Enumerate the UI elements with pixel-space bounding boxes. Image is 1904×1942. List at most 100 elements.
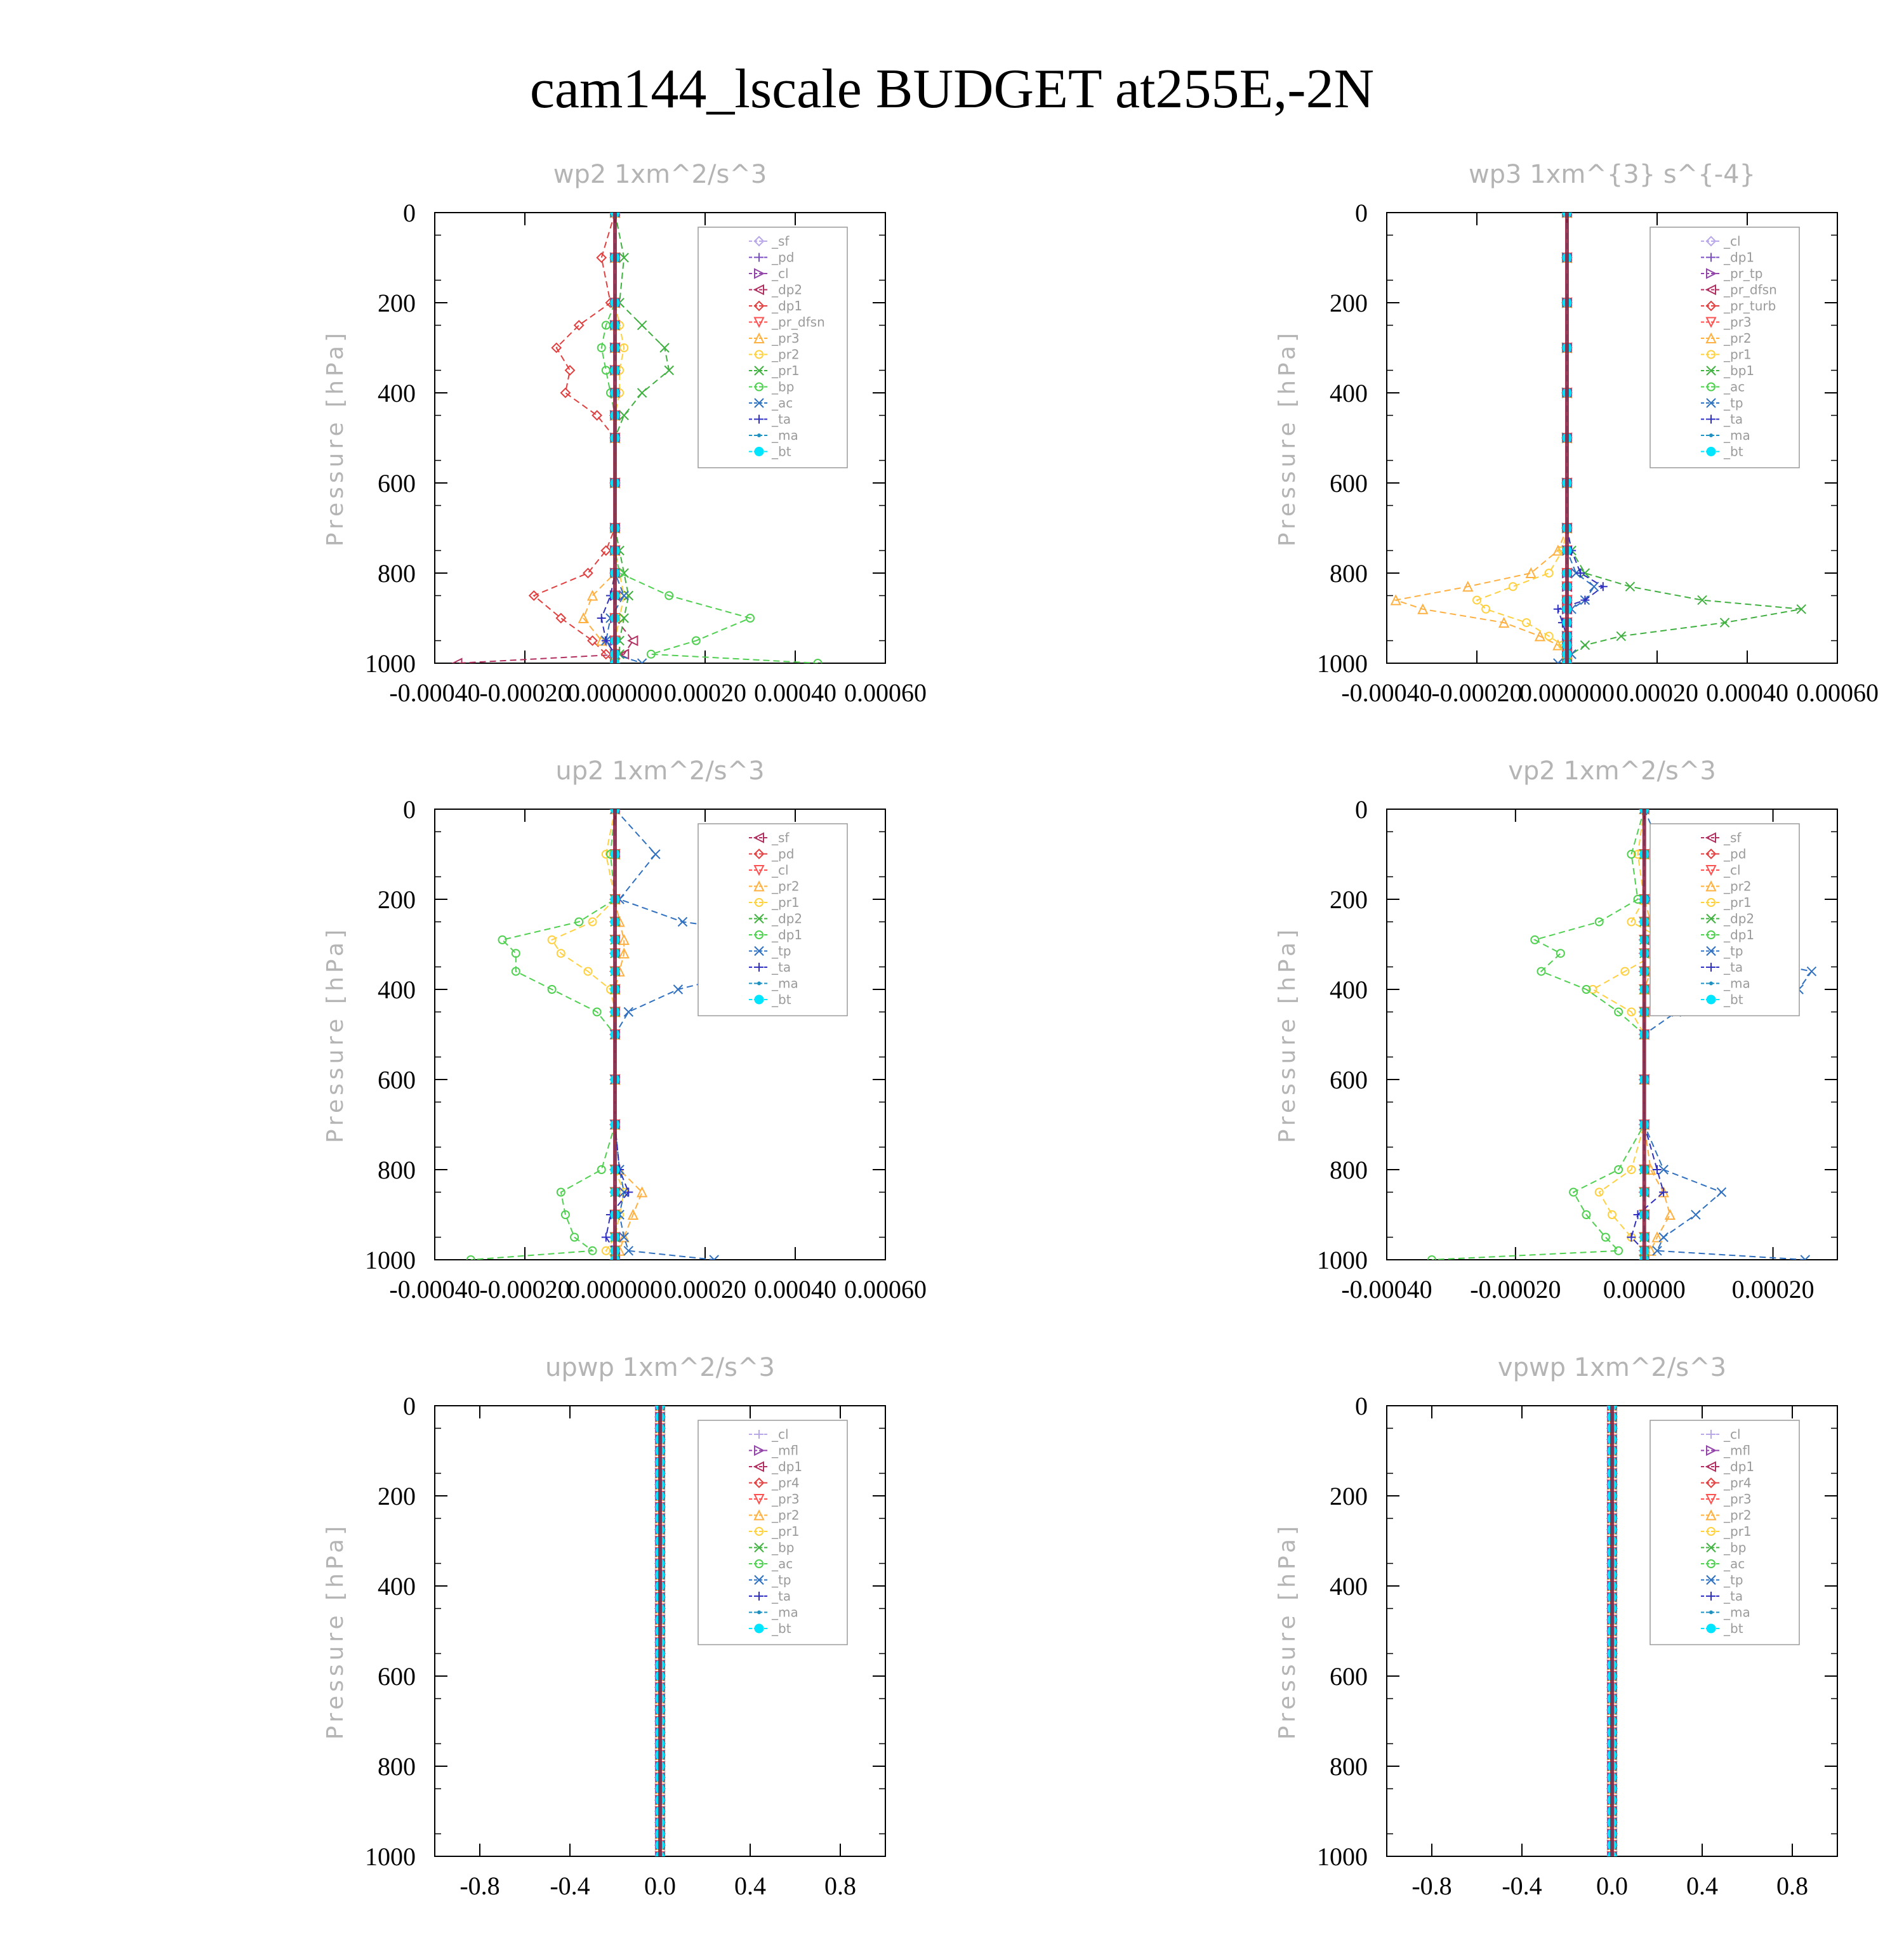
x-tick-label: 0.8: [1776, 1872, 1808, 1900]
legend-item: _mfl: [749, 1443, 798, 1458]
legend-item: _ta: [1701, 412, 1743, 427]
legend-label: _ma: [1723, 428, 1750, 443]
y-axis-label: Pressure [hPa]: [322, 1523, 348, 1740]
legend-item: _dp1: [749, 298, 802, 314]
legend-marker: [1707, 1592, 1716, 1601]
legend-marker: [1706, 1575, 1716, 1585]
legend-label: _ta: [771, 960, 791, 975]
legend-item: _tp: [1701, 1573, 1743, 1588]
legend-item: _ma: [1701, 428, 1750, 443]
series-marker: [1627, 917, 1636, 927]
legend-item: _ma: [749, 428, 798, 443]
x-tick-label: -0.00020: [1470, 1275, 1561, 1304]
series-marker: [1580, 568, 1590, 578]
y-tick-label: 200: [378, 1482, 416, 1510]
legend-marker: [1706, 268, 1717, 279]
legend-item: _ac: [1701, 1556, 1745, 1571]
chart-title: wp3 1xm^{3} s^{-4}: [1469, 160, 1755, 189]
legend-marker: [1706, 398, 1716, 408]
legend-marker: [1705, 865, 1717, 876]
series-marker: [1601, 1232, 1610, 1242]
series-line: [1431, 809, 1645, 1260]
legend-item: _tp: [1701, 395, 1743, 411]
legend-label: _dp1: [1723, 1459, 1754, 1474]
y-tick-label: 600: [1330, 469, 1368, 498]
x-tick-label: -0.00040: [1341, 678, 1432, 707]
legend-label: _dp1: [1723, 927, 1754, 942]
legend-marker: [1705, 832, 1716, 843]
series-marker: [600, 649, 612, 660]
series-marker: [813, 659, 823, 663]
legend-label: _pd: [771, 847, 794, 862]
series-marker: [691, 636, 701, 645]
x-tick-label: 0.00060: [1796, 678, 1879, 707]
series-marker: [618, 947, 630, 959]
series-marker: [1390, 594, 1401, 605]
x-tick-label: -0.00040: [1341, 1275, 1432, 1304]
y-axis-label: Pressure [hPa]: [1274, 926, 1300, 1143]
series-marker: [1616, 631, 1626, 642]
series-marker: [1627, 1007, 1636, 1017]
series-marker: [601, 1232, 611, 1242]
legend-label: _cl: [771, 1427, 789, 1442]
series-marker: [551, 342, 562, 353]
legend-label: _dp1: [771, 298, 802, 314]
x-tick-label: 0.00020: [664, 1275, 746, 1304]
legend-item: _bp: [749, 1540, 794, 1556]
legend-item: _pd: [749, 847, 794, 862]
legend-marker: [1709, 1610, 1713, 1615]
legend-marker: [1707, 1527, 1716, 1536]
legend-label: _ma: [771, 1605, 798, 1620]
legend-item: _pr1: [749, 1524, 800, 1539]
legend-marker: [753, 832, 764, 843]
legend-label: _pr1: [771, 1524, 800, 1539]
legend-item: _ma: [1701, 976, 1750, 991]
legend-item: _cl: [749, 266, 789, 281]
chart-title: upwp 1xm^2/s^3: [545, 1353, 775, 1382]
series-marker: [619, 343, 629, 352]
series-marker: [646, 649, 656, 659]
legend-marker: [753, 865, 765, 876]
legend-item: _ta: [749, 960, 791, 975]
series-marker: [618, 1231, 630, 1243]
y-tick-label: 1000: [365, 1246, 416, 1274]
legend-box: [1649, 227, 1800, 468]
y-tick-label: 1000: [1317, 1246, 1368, 1274]
legend-item: _pr_dfsn: [749, 315, 825, 330]
y-tick-label: 0: [403, 795, 416, 824]
series-line: [614, 809, 816, 1260]
legend-item: _pr1: [1701, 347, 1752, 362]
legend-marker: [1707, 382, 1716, 392]
x-tick-label: -0.4: [550, 1872, 590, 1900]
legend-label: _pr1: [771, 895, 800, 910]
x-tick-label: -0.00040: [389, 678, 480, 707]
legend-item: _ma: [749, 1605, 798, 1620]
legend-label: _ta: [1723, 1589, 1743, 1604]
legend-marker: [1707, 1559, 1716, 1568]
series-marker: [1697, 595, 1707, 605]
plot-frame: [434, 212, 886, 664]
legend-marker: [1705, 235, 1717, 247]
x-tick-label: 0.4: [1686, 1872, 1718, 1900]
legend-item: _pr2: [1701, 331, 1752, 346]
series-marker: [1530, 935, 1540, 944]
y-tick-label: 600: [1330, 1066, 1368, 1094]
legend-label: _cl: [771, 266, 789, 281]
legend-label: _pr1: [1723, 1524, 1752, 1539]
legend-label: _ac: [771, 1556, 793, 1571]
legend-marker: [754, 913, 764, 924]
y-axis-label: Pressure [hPa]: [322, 926, 348, 1143]
series-marker: [1544, 569, 1554, 578]
legend-marker: [755, 253, 764, 262]
legend-marker: [1705, 300, 1717, 312]
series-marker: [1417, 603, 1429, 614]
legend-item: _pr1: [1701, 895, 1752, 910]
legend-label: _bt: [1723, 992, 1743, 1007]
legend-marker: [1705, 1477, 1717, 1488]
legend-label: _pr4: [771, 1476, 800, 1491]
x-tick-label: 0.00040: [1706, 678, 1788, 707]
series-marker: [560, 1210, 570, 1219]
series-marker: [547, 985, 557, 994]
y-tick-label: 800: [378, 559, 416, 588]
chart-svg: wp2 1xm^2/s^3 Pressure [hPa] 0 200 400 600 800…: [322, 160, 927, 707]
